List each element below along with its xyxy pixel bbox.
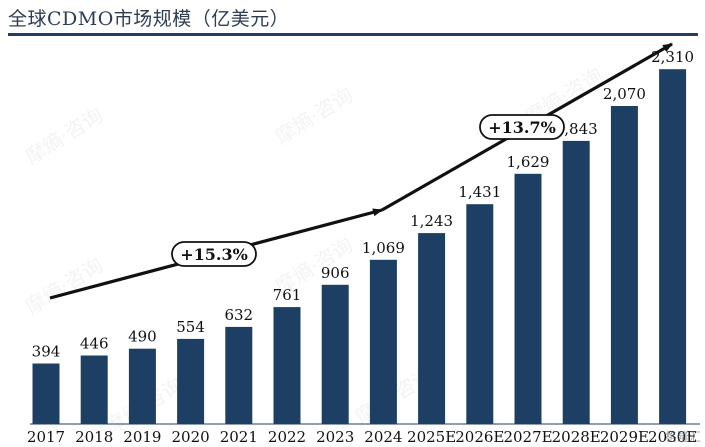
value-label: 761	[273, 286, 302, 304]
value-label: 1,629	[507, 153, 550, 171]
x-tick-label: 2027E	[503, 428, 552, 446]
value-label: 1,243	[410, 212, 453, 230]
cagr-label: +15.3%	[180, 245, 248, 264]
title-underline	[8, 33, 698, 36]
bar-2020	[177, 338, 205, 424]
bar-2017	[32, 363, 60, 424]
bar-2021	[225, 326, 253, 424]
bar-2024	[369, 259, 397, 424]
x-tick-label: 2018	[75, 428, 113, 446]
value-label: 1,431	[458, 183, 501, 201]
value-label: 394	[32, 343, 61, 361]
x-tick-label: 2019	[123, 428, 161, 446]
bar-2019	[128, 348, 156, 424]
bar-2025E	[418, 233, 446, 424]
x-tick-label: 2024	[364, 428, 402, 446]
bar-2028E	[562, 140, 590, 424]
x-tick-label: 2020	[172, 428, 210, 446]
value-label: 490	[128, 328, 157, 346]
value-label: 906	[321, 264, 350, 282]
x-tick-label: 2028E	[552, 428, 601, 446]
x-tick-label: 2030E	[648, 428, 697, 446]
value-label: 554	[176, 318, 205, 336]
value-label: 1,069	[362, 239, 405, 257]
x-tick-label: 2023	[316, 428, 354, 446]
value-label: 446	[80, 335, 109, 353]
value-label: 1,843	[555, 120, 598, 138]
corner-watermark: 格隆汇	[664, 430, 701, 444]
cagr-pill	[479, 114, 565, 140]
bar-2022	[273, 307, 301, 424]
cagr-label: +13.7%	[488, 118, 556, 137]
value-label: 2,310	[651, 48, 694, 66]
cagr-pill	[171, 241, 257, 267]
bar-2018	[80, 355, 108, 424]
bar-2027E	[514, 173, 542, 424]
x-tick-label: 2026E	[455, 428, 504, 446]
chart-title: 全球CDMO市场规模（亿美元）	[8, 8, 290, 30]
x-tick-label: 2022	[268, 428, 306, 446]
bar-2030E	[659, 69, 687, 424]
value-label: 2,070	[603, 85, 646, 103]
x-tick-label: 2017	[27, 428, 65, 446]
value-label: 632	[224, 306, 253, 324]
bar-2023	[321, 284, 349, 424]
bar-2029E	[610, 106, 638, 424]
x-tick-label: 2025E	[407, 428, 456, 446]
x-tick-label: 2021	[220, 428, 258, 446]
x-tick-label: 2029E	[600, 428, 649, 446]
bar-2026E	[466, 204, 494, 424]
